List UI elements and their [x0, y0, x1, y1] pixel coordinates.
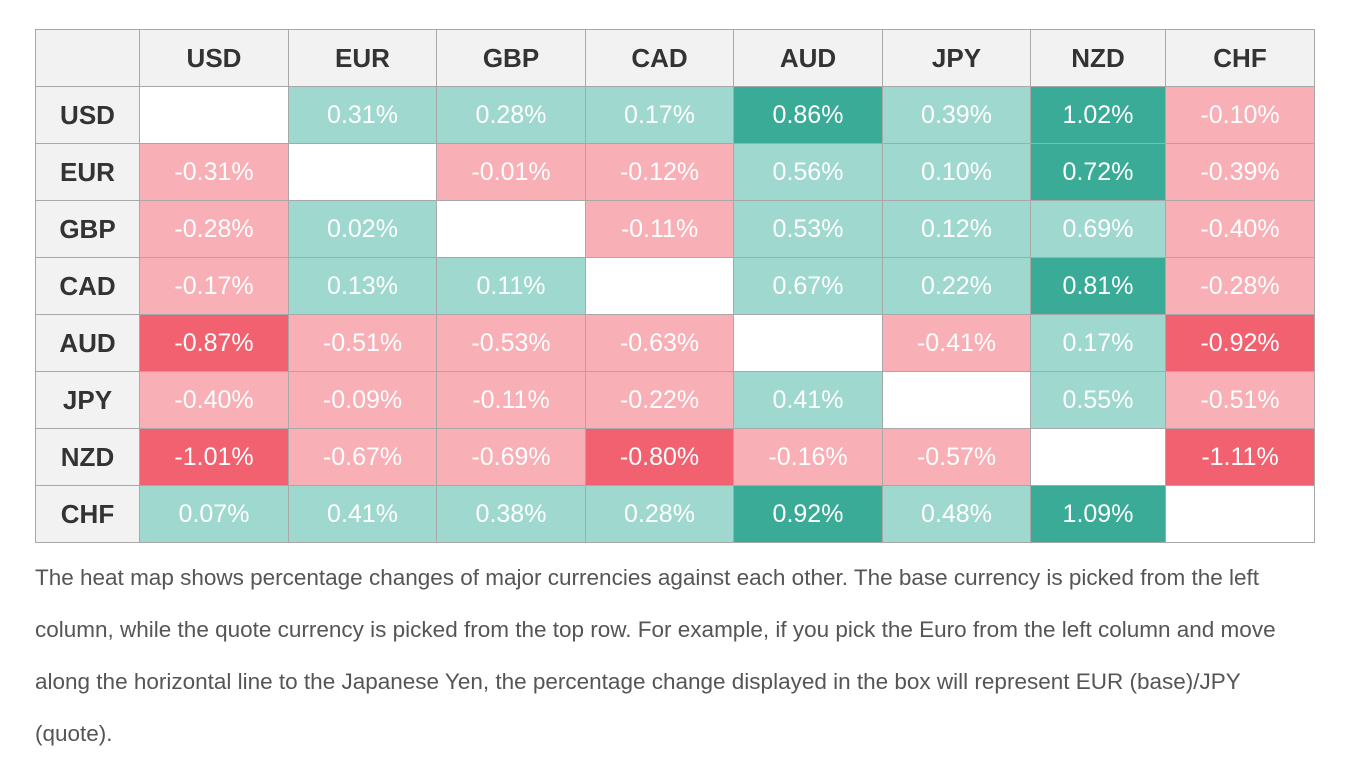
heat-cell	[288, 143, 437, 201]
heat-cell: -0.22%	[585, 371, 734, 429]
heat-cell: -1.01%	[139, 428, 289, 486]
heat-cell: 0.10%	[882, 143, 1031, 201]
heat-cell: -0.16%	[733, 428, 883, 486]
row-header: EUR	[35, 143, 140, 201]
heat-cell: -0.11%	[436, 371, 586, 429]
heat-cell: -0.40%	[1165, 200, 1315, 258]
caption: The heat map shows percentage changes of…	[35, 565, 1276, 746]
heat-cell: -0.39%	[1165, 143, 1315, 201]
heat-cell: -0.63%	[585, 314, 734, 372]
heat-cell: 0.31%	[288, 86, 437, 144]
heat-cell: 0.38%	[436, 485, 586, 543]
heat-cell	[585, 257, 734, 315]
heat-cell: 0.69%	[1030, 200, 1166, 258]
heat-cell: 1.09%	[1030, 485, 1166, 543]
heat-cell: -0.51%	[1165, 371, 1315, 429]
heat-cell: 0.07%	[139, 485, 289, 543]
heat-cell: 0.48%	[882, 485, 1031, 543]
column-header: NZD	[1030, 29, 1166, 87]
heat-cell: -0.67%	[288, 428, 437, 486]
heat-cell: -0.69%	[436, 428, 586, 486]
heat-cell	[882, 371, 1031, 429]
heat-cell: 0.11%	[436, 257, 586, 315]
column-header: AUD	[733, 29, 883, 87]
heat-cell: -0.92%	[1165, 314, 1315, 372]
column-header: CHF	[1165, 29, 1315, 87]
heat-cell: -0.80%	[585, 428, 734, 486]
heat-cell: -0.12%	[585, 143, 734, 201]
heat-cell: -0.57%	[882, 428, 1031, 486]
heat-cell: -0.01%	[436, 143, 586, 201]
row-header: AUD	[35, 314, 140, 372]
column-header: CAD	[585, 29, 734, 87]
row-header: CAD	[35, 257, 140, 315]
heat-cell: 0.53%	[733, 200, 883, 258]
heat-cell: -0.09%	[288, 371, 437, 429]
heat-cell	[1165, 485, 1315, 543]
table-body: USD 0.31% 0.28% 0.17% 0.86% 0.39% 1.02% -0.10% E…	[35, 86, 1315, 543]
row: NZD -1.01% -0.67% -0.69% -0.80% -0.16% -0.57% -…	[35, 428, 1315, 486]
heat-cell: 0.17%	[1030, 314, 1166, 372]
column-header: GBP	[436, 29, 586, 87]
heat-cell: 0.13%	[288, 257, 437, 315]
heat-cell: 0.86%	[733, 86, 883, 144]
heat-cell: -0.87%	[139, 314, 289, 372]
heat-cell: 0.02%	[288, 200, 437, 258]
heat-cell	[436, 200, 586, 258]
row: CHF 0.07% 0.41% 0.38% 0.28% 0.92% 0.48% 1.09%	[35, 485, 1315, 543]
heat-cell: -0.28%	[139, 200, 289, 258]
row: AUD -0.87% -0.51% -0.53% -0.63% -0.41% 0.17% -0…	[35, 314, 1315, 372]
column-header: USD	[139, 29, 289, 87]
heat-cell: -1.11%	[1165, 428, 1315, 486]
row: USD 0.31% 0.28% 0.17% 0.86% 0.39% 1.02% -0.10%	[35, 86, 1315, 144]
heat-cell: 0.56%	[733, 143, 883, 201]
heat-cell: -0.51%	[288, 314, 437, 372]
corner-cell	[35, 29, 140, 87]
heat-cell: 1.02%	[1030, 86, 1166, 144]
heat-cell	[139, 86, 289, 144]
column-header: JPY	[882, 29, 1031, 87]
heat-cell: 0.67%	[733, 257, 883, 315]
header-row: USD EUR GBP CAD AUD JPY NZD CHF	[35, 29, 1315, 87]
heat-cell: 0.12%	[882, 200, 1031, 258]
heat-cell: 0.92%	[733, 485, 883, 543]
heat-cell: 0.28%	[585, 485, 734, 543]
heat-cell: -0.28%	[1165, 257, 1315, 315]
heat-cell: -0.17%	[139, 257, 289, 315]
row-header: USD	[35, 86, 140, 144]
heat-cell: 0.81%	[1030, 257, 1166, 315]
heat-cell: 0.41%	[733, 371, 883, 429]
heat-cell: 0.55%	[1030, 371, 1166, 429]
heat-cell: -0.31%	[139, 143, 289, 201]
row-header: JPY	[35, 371, 140, 429]
heat-map-table: USD EUR GBP CAD AUD JPY NZD CHF USD 0.31% 0.28% 0.…	[35, 29, 1315, 543]
row: CAD -0.17% 0.13% 0.11% 0.67% 0.22% 0.81% -0.28%	[35, 257, 1315, 315]
heat-cell: 0.41%	[288, 485, 437, 543]
row: GBP -0.28% 0.02% -0.11% 0.53% 0.12% 0.69% -0.40…	[35, 200, 1315, 258]
heat-cell: 0.28%	[436, 86, 586, 144]
heat-cell: 0.17%	[585, 86, 734, 144]
heat-cell: 0.72%	[1030, 143, 1166, 201]
row-header: GBP	[35, 200, 140, 258]
heat-cell: 0.39%	[882, 86, 1031, 144]
heat-cell	[1030, 428, 1166, 486]
row: EUR -0.31% -0.01% -0.12% 0.56% 0.10% 0.72% -0.3…	[35, 143, 1315, 201]
column-header: EUR	[288, 29, 437, 87]
heat-cell: -0.53%	[436, 314, 586, 372]
row-header: CHF	[35, 485, 140, 543]
heat-cell: -0.10%	[1165, 86, 1315, 144]
heat-cell	[733, 314, 883, 372]
heat-cell: -0.40%	[139, 371, 289, 429]
row: JPY -0.40% -0.09% -0.11% -0.22% 0.41% 0.55% -0.…	[35, 371, 1315, 429]
row-header: NZD	[35, 428, 140, 486]
heat-cell: -0.41%	[882, 314, 1031, 372]
heat-cell: 0.22%	[882, 257, 1031, 315]
heat-cell: -0.11%	[585, 200, 734, 258]
